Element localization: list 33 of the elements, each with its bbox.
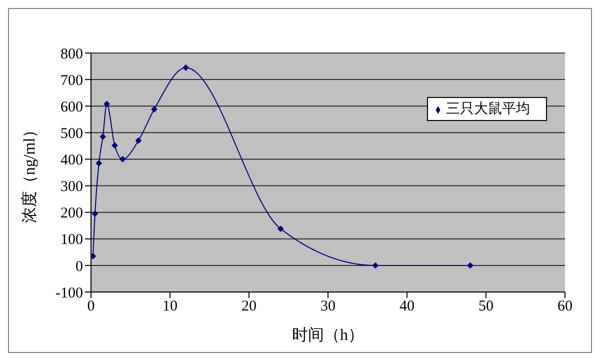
y-tick-label: 100 (60, 232, 83, 248)
y-tick-label: 800 (60, 46, 83, 62)
point (372, 262, 378, 268)
point (151, 106, 158, 112)
y-tick-label: 600 (60, 99, 83, 116)
y-tick-label: 200 (60, 206, 83, 222)
legend-label: 三只大鼠平均 (446, 102, 530, 117)
point (278, 226, 284, 232)
y-axis-title: 浓度（ng/ml） (20, 122, 39, 224)
x-tick-label: 40 (400, 298, 414, 315)
y-tick-label: 400 (60, 152, 83, 169)
x-axis-title: 时间（h） (292, 326, 364, 344)
y-tick-label: 0 (76, 258, 83, 275)
x-tick-label: 20 (242, 298, 256, 315)
point (112, 142, 118, 148)
point (120, 156, 126, 162)
point (135, 138, 142, 144)
y-tick-label: 300 (60, 179, 83, 196)
x-tick-label: 50 (478, 298, 494, 315)
x-tick-label: 0 (87, 298, 95, 315)
point (182, 64, 189, 71)
point (91, 253, 96, 260)
point (467, 262, 474, 268)
y-tick-label: 500 (60, 126, 83, 142)
point (96, 160, 102, 166)
point (104, 100, 110, 107)
x-tick-label: 60 (558, 298, 572, 315)
point (92, 210, 98, 217)
x-tick-label: 10 (162, 298, 178, 315)
x-tick-label: 30 (320, 298, 336, 315)
y-tick-label: 700 (60, 72, 83, 89)
point (100, 134, 106, 140)
y-tick-label: -100 (56, 285, 83, 302)
